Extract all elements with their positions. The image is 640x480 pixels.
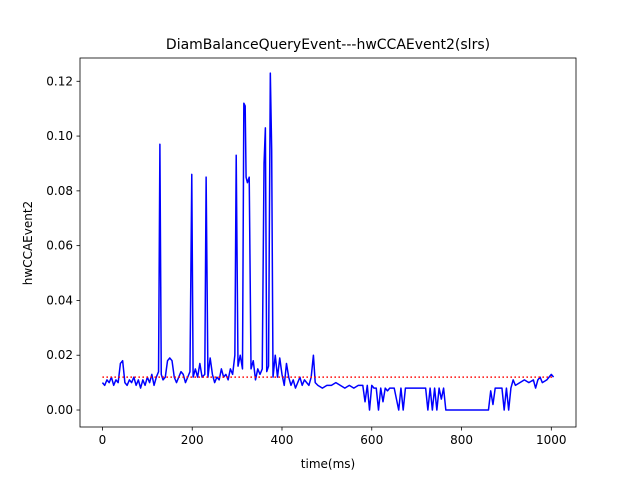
y-tick-label: 0.06: [46, 239, 73, 253]
x-tick-label: 200: [181, 433, 204, 447]
y-tick-label: 0.00: [46, 403, 73, 417]
y-tick-label: 0.08: [46, 184, 73, 198]
x-tick-label: 400: [271, 433, 294, 447]
x-tick-label: 800: [450, 433, 473, 447]
y-tick-label: 0.10: [46, 129, 73, 143]
y-axis-label: hwCCAEvent2: [21, 201, 35, 285]
y-tick-label: 0.12: [46, 74, 73, 88]
chart-title: DiamBalanceQueryEvent---hwCCAEvent2(slrs…: [166, 37, 490, 53]
x-tick-label: 600: [360, 433, 383, 447]
x-tick-label: 1000: [536, 433, 567, 447]
x-axis-label: time(ms): [301, 457, 355, 471]
y-tick-label: 0.04: [46, 293, 73, 307]
plot-frame: [79, 57, 577, 428]
x-tick-label: 0: [99, 433, 107, 447]
y-tick-label: 0.02: [46, 348, 73, 362]
data-line: [101, 72, 555, 411]
